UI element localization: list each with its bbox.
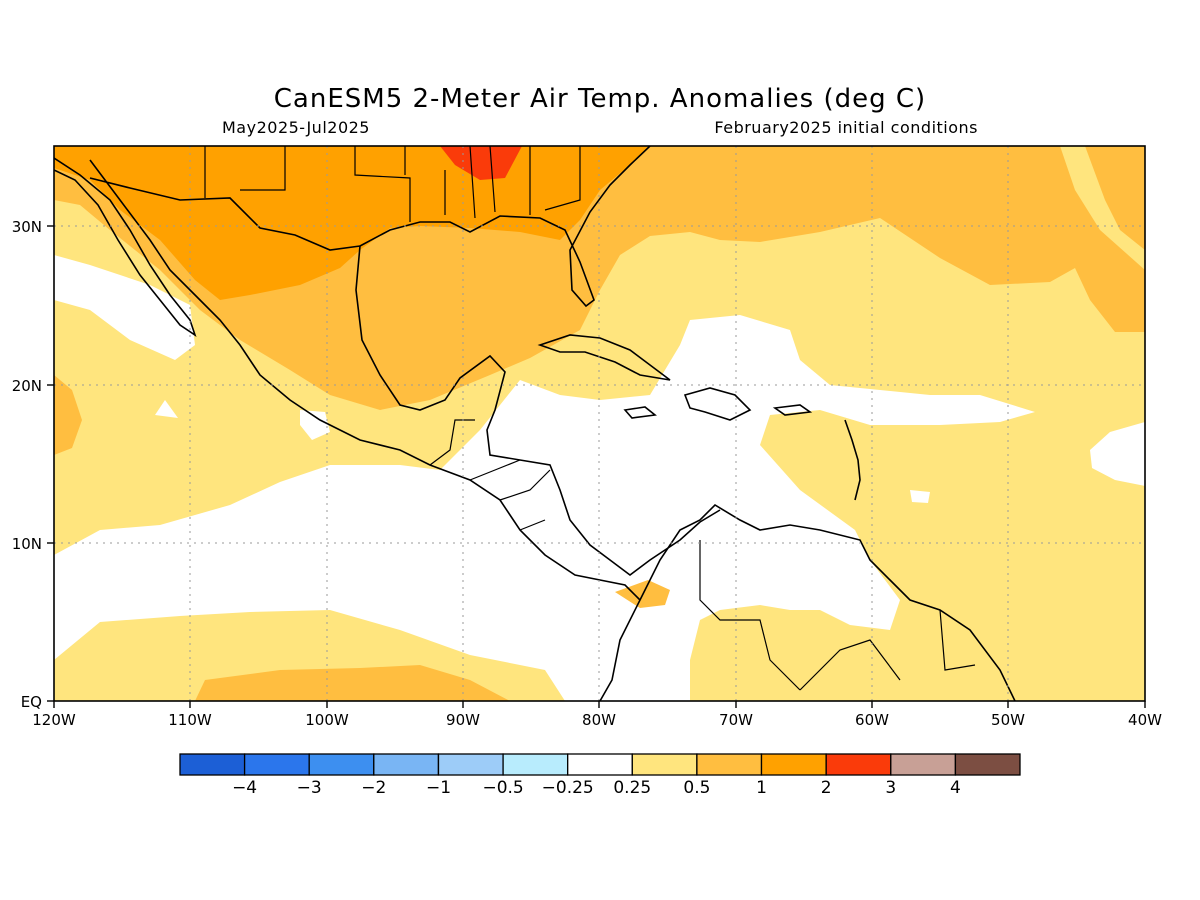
color-bar-label: −4: [232, 778, 257, 798]
south-america-coast: [599, 503, 1016, 701]
lon-label: 60W: [855, 711, 889, 729]
lat-label: 20N: [12, 377, 42, 395]
lat-label: 30N: [12, 218, 42, 236]
lon-label: 70W: [719, 711, 753, 729]
color-bar-swatch: [308, 753, 375, 776]
forecast-period: May2025-Jul2025: [222, 118, 370, 137]
color-bar-swatch: [567, 753, 633, 776]
mexico-pacific-coast: [89, 159, 641, 601]
lat-label: EQ: [21, 693, 42, 711]
color-bar-swatch: [437, 753, 504, 776]
lon-label: 100W: [305, 711, 349, 729]
near-zero-baja: [54, 255, 195, 360]
color-bar-swatch: [631, 753, 698, 776]
lon-label: 80W: [582, 711, 616, 729]
color-bar-swatch: [179, 753, 246, 776]
map-title: CanESM5 2-Meter Air Temp. Anomalies (deg…: [273, 84, 927, 114]
anomaly-fill-0.5-1-south: [195, 665, 510, 701]
near-zero-spot1: [300, 410, 330, 440]
color-bar-swatch: [954, 753, 1021, 776]
us-gulf-coast: [359, 146, 651, 308]
color-bar-label: −1: [426, 778, 451, 798]
near-zero-east: [1090, 422, 1145, 486]
color-bar-label: −0.5: [482, 778, 523, 798]
coastlines: [54, 146, 1016, 701]
color-bar-swatch: [890, 753, 957, 776]
baja-california: [54, 157, 197, 337]
lon-label: 50W: [991, 711, 1025, 729]
color-bar-swatch: [696, 753, 763, 776]
state-borders: [204, 146, 581, 222]
anomaly-fill-2-3: [440, 146, 522, 180]
cuba: [537, 334, 671, 381]
color-bar-swatch: [760, 753, 827, 776]
color-bar-swatch: [825, 753, 892, 776]
anomaly-fill-0.5-1-west: [54, 375, 82, 455]
color-bar-label: −2: [361, 778, 386, 798]
lon-label: 90W: [446, 711, 480, 729]
lon-label: 120W: [32, 711, 76, 729]
latitude-labels: EQ 10N 20N 30N: [12, 218, 42, 711]
anomaly-fill-0.5-1-east: [1085, 146, 1145, 250]
anomaly-fill-1-2: [54, 146, 650, 300]
color-bar-label: −0.25: [542, 778, 594, 798]
near-zero-spot2: [155, 400, 178, 418]
lat-label: 10N: [12, 535, 42, 553]
color-bar-label: 1: [756, 778, 767, 798]
hispaniola: [683, 387, 752, 421]
initial-conditions: February2025 initial conditions: [714, 118, 978, 137]
us-mexico-border: [89, 177, 361, 251]
color-bar-label: −3: [297, 778, 322, 798]
color-bar-label: 0.25: [613, 778, 651, 798]
color-bar-swatch: [502, 753, 569, 776]
color-bar-label: 3: [885, 778, 896, 798]
mexico-gulf-coast: [355, 245, 721, 576]
longitude-labels: 120W 110W 100W 90W 80W 70W 60W 50W 40W: [32, 711, 1162, 729]
central-america-borders: [429, 419, 976, 691]
puerto-rico: [772, 404, 813, 416]
color-bar: −4 −3 −2 −1 −0.5 −0.25 0.25 0.5 1 2 3 4: [179, 753, 1021, 798]
near-zero-caribbean: [54, 315, 1035, 701]
tick-marks: [47, 225, 1146, 708]
color-bar-swatch: [373, 753, 440, 776]
lon-label: 110W: [168, 711, 212, 729]
lesser-antilles: [844, 419, 861, 501]
anomaly-field: [54, 146, 1145, 701]
lat-lon-grid: [54, 146, 1145, 701]
jamaica: [623, 406, 657, 419]
lon-label: 40W: [1128, 711, 1162, 729]
near-zero-spot3: [910, 490, 930, 503]
color-bar-swatch: [243, 753, 310, 776]
color-bar-label: 4: [950, 778, 961, 798]
color-bar-label: 2: [821, 778, 832, 798]
color-bar-label: 0.5: [683, 778, 710, 798]
